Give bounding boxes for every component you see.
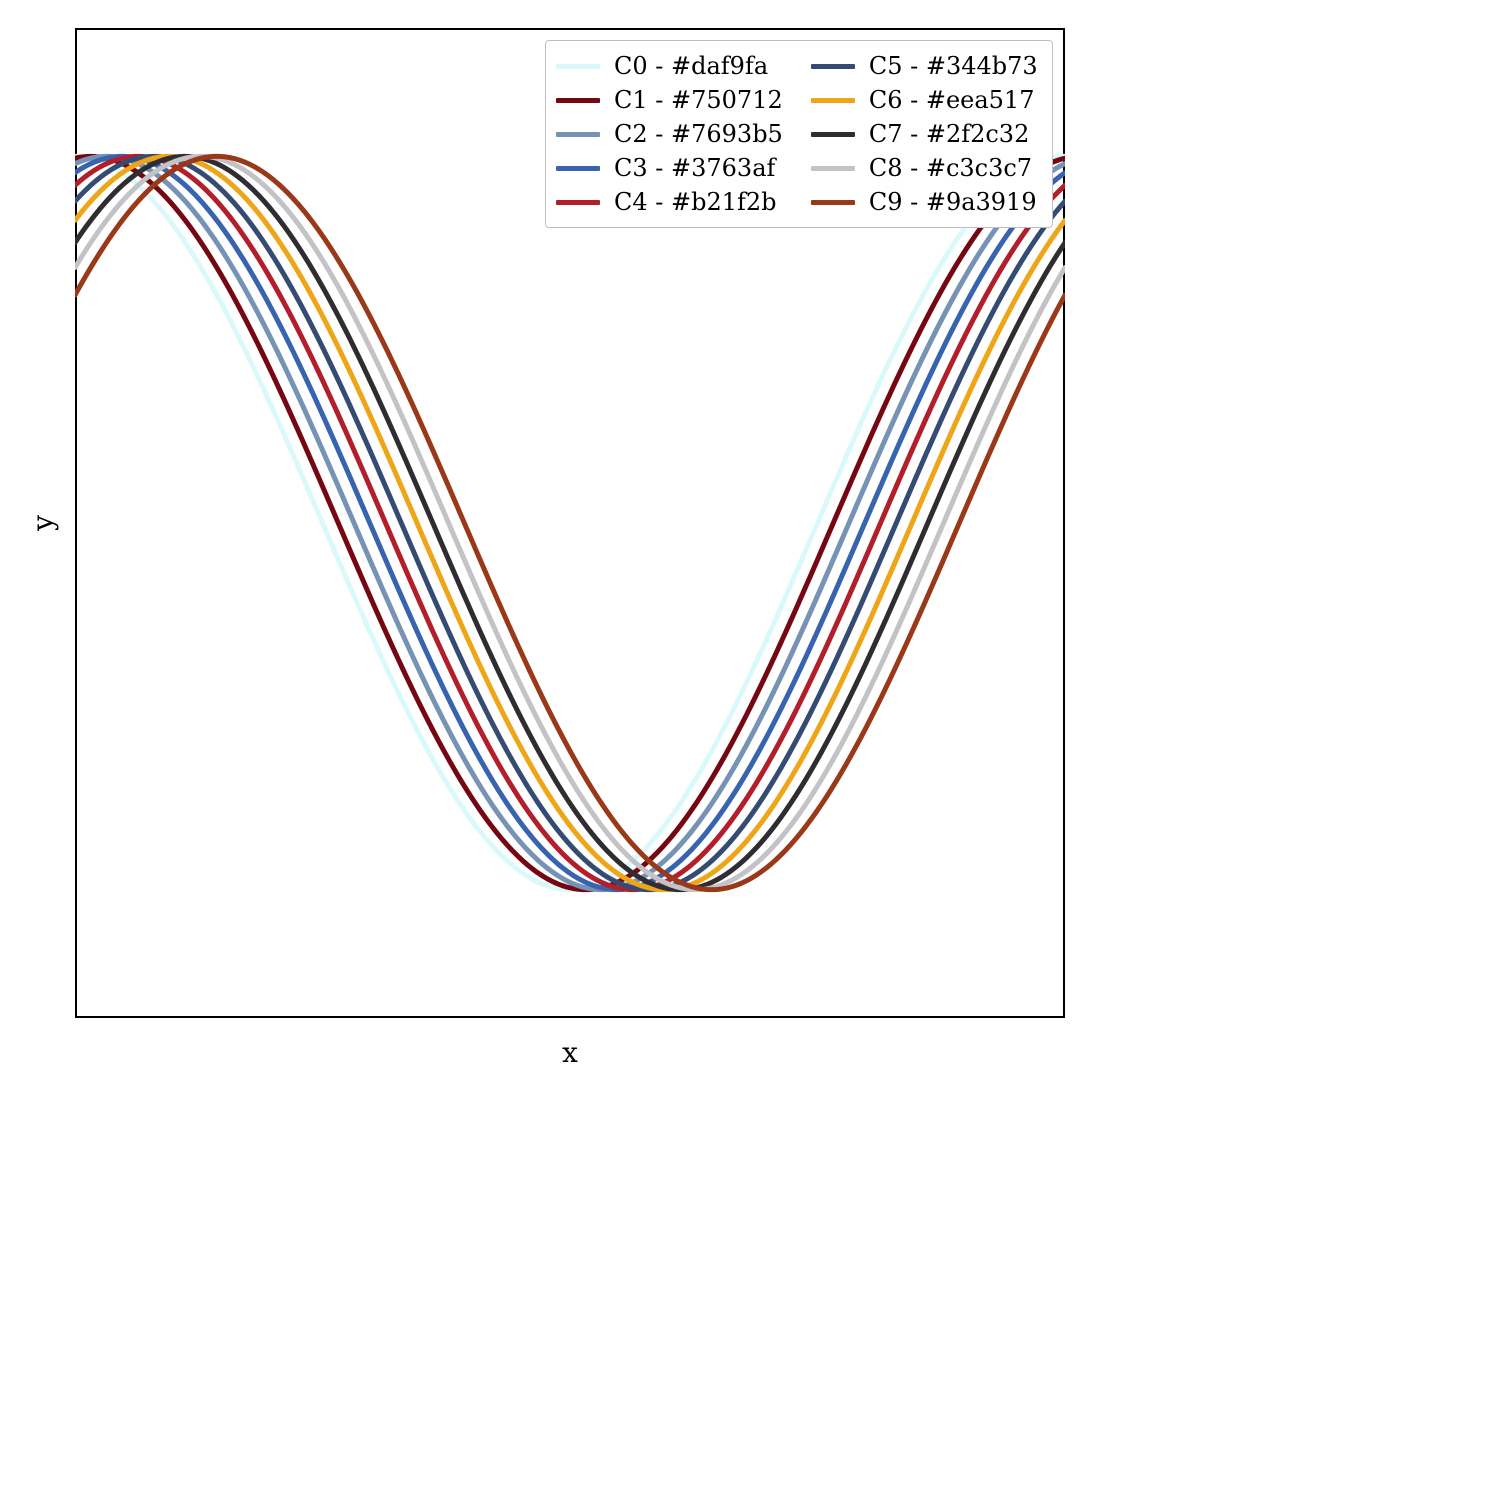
legend-column: C0 - #daf9fa C1 - #750712 C2 - #7693b5 C3 -… <box>556 49 783 219</box>
legend-item-C9: C9 - #9a3919 <box>811 185 1038 219</box>
legend-item-C0: C0 - #daf9fa <box>556 49 783 83</box>
figure: C0 - #daf9fa C1 - #750712 C2 - #7693b5 C3 -… <box>0 0 1500 1500</box>
legend-column: C5 - #344b73 C6 - #eea517 C7 - #2f2c32 C8 -… <box>811 49 1038 219</box>
legend-label: C2 - #7693b5 <box>614 120 783 148</box>
legend-item-C5: C5 - #344b73 <box>811 49 1038 83</box>
series-line-C8 <box>75 156 1065 889</box>
legend-label: C6 - #eea517 <box>869 86 1035 114</box>
legend-item-C8: C8 - #c3c3c7 <box>811 151 1038 185</box>
legend-item-C7: C7 - #2f2c32 <box>811 117 1038 151</box>
legend-item-C1: C1 - #750712 <box>556 83 783 117</box>
legend-label: C8 - #c3c3c7 <box>869 154 1032 182</box>
legend-swatch <box>556 166 600 171</box>
legend-swatch <box>556 132 600 137</box>
legend-label: C5 - #344b73 <box>869 52 1038 80</box>
legend-item-C2: C2 - #7693b5 <box>556 117 783 151</box>
legend-swatch <box>811 166 855 171</box>
legend-item-C4: C4 - #b21f2b <box>556 185 783 219</box>
legend-label: C4 - #b21f2b <box>614 188 777 216</box>
y-axis-label: y <box>26 515 59 531</box>
legend-item-C6: C6 - #eea517 <box>811 83 1038 117</box>
x-axis-label: x <box>562 1036 578 1069</box>
legend-label: C9 - #9a3919 <box>869 188 1037 216</box>
legend-swatch <box>556 200 600 205</box>
legend-swatch <box>811 200 855 205</box>
legend-label: C1 - #750712 <box>614 86 783 114</box>
legend-label: C7 - #2f2c32 <box>869 120 1030 148</box>
legend-swatch <box>811 64 855 69</box>
legend-label: C0 - #daf9fa <box>614 52 768 80</box>
legend-label: C3 - #3763af <box>614 154 775 182</box>
legend-swatch <box>811 98 855 103</box>
legend: C0 - #daf9fa C1 - #750712 C2 - #7693b5 C3 -… <box>545 40 1053 228</box>
legend-swatch <box>556 64 600 69</box>
legend-item-C3: C3 - #3763af <box>556 151 783 185</box>
legend-swatch <box>811 132 855 137</box>
legend-swatch <box>556 98 600 103</box>
